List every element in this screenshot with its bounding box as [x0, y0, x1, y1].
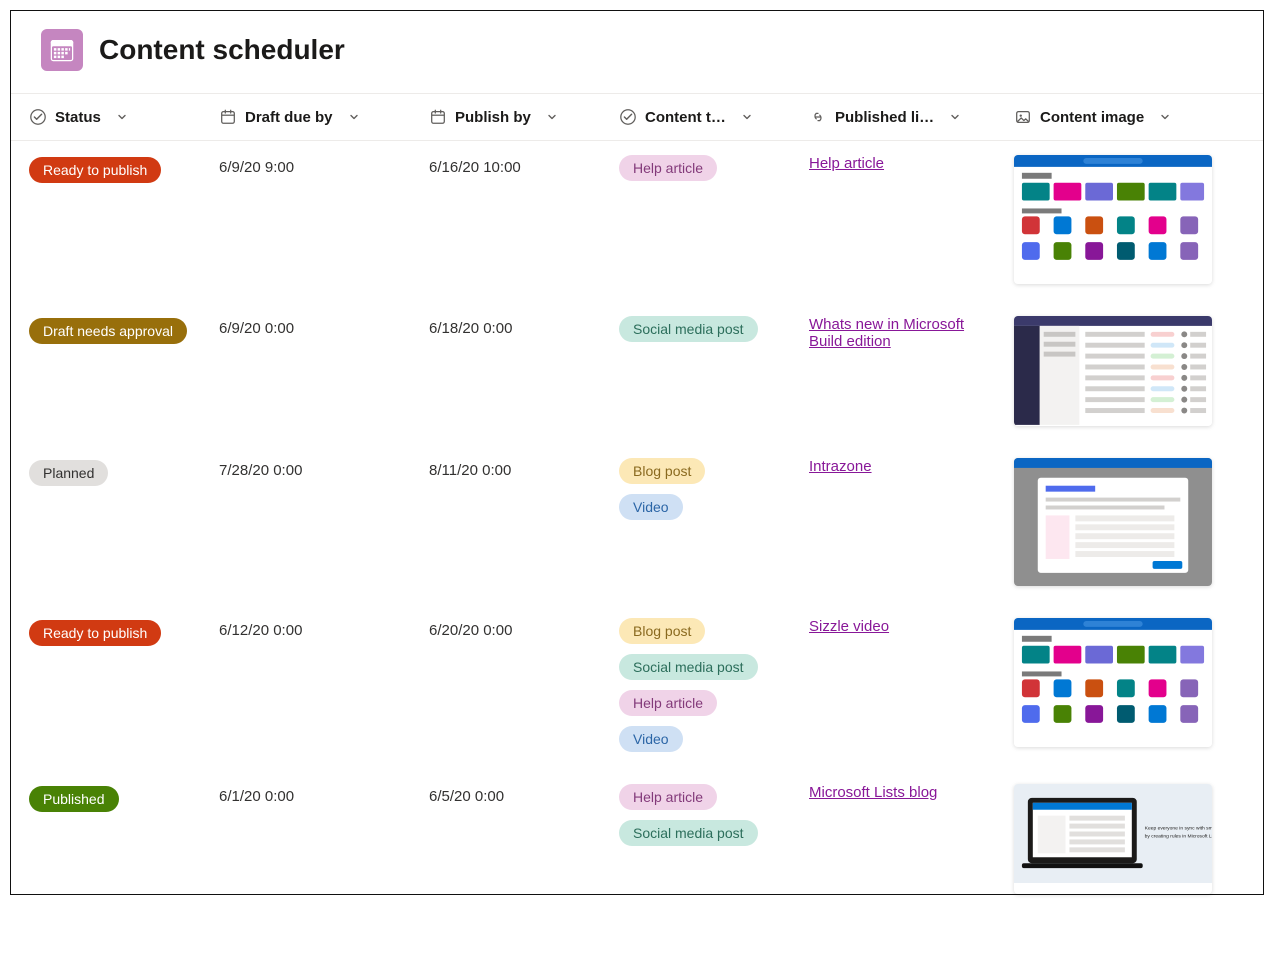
cell-content-image: [1006, 316, 1253, 426]
column-header-status[interactable]: Status: [21, 94, 211, 140]
content-type-pill: Help article: [619, 155, 717, 181]
published-link[interactable]: Help article: [809, 155, 884, 172]
cell-content-type: Blog post Video: [611, 458, 801, 520]
svg-text:Keep everyone in sync with sma: Keep everyone in sync with smart alerts: [1145, 826, 1212, 832]
check-circle-icon: [619, 108, 637, 126]
column-label: Status: [55, 109, 101, 126]
chevron-down-icon: [543, 108, 561, 126]
content-thumbnail[interactable]: [1014, 155, 1212, 284]
cell-publish-by: 6/20/20 0:00: [421, 618, 611, 639]
published-link[interactable]: Microsoft Lists blog: [809, 784, 937, 801]
chevron-down-icon: [1156, 108, 1174, 126]
table-header-row: Status Draft due by Publish by Content t…: [11, 93, 1263, 141]
cell-published-link: Whats new in Microsoft Build edition: [801, 316, 1006, 350]
cell-draft-due: 6/9/20 9:00: [211, 155, 421, 176]
calendar-icon: [429, 108, 447, 126]
content-type-pill: Video: [619, 494, 683, 520]
cell-published-link: Sizzle video: [801, 618, 1006, 635]
cell-content-type: Social media post: [611, 316, 801, 342]
calendar-app-icon: [41, 29, 83, 71]
cell-content-image: Keep everyone in sync with smart alerts …: [1006, 784, 1253, 894]
page-header: Content scheduler: [11, 11, 1263, 93]
cell-published-link: Microsoft Lists blog: [801, 784, 1006, 801]
status-pill: Planned: [29, 460, 108, 486]
published-link[interactable]: Whats new in Microsoft Build edition: [809, 316, 964, 350]
content-scheduler-frame: Content scheduler Status Draft due by Pu…: [10, 10, 1264, 895]
column-header-link[interactable]: Published li…: [801, 94, 1006, 140]
content-thumbnail[interactable]: [1014, 316, 1212, 426]
column-label: Draft due by: [245, 109, 333, 126]
cell-status: Draft needs approval: [21, 316, 211, 347]
status-pill: Ready to publish: [29, 157, 161, 183]
table-body: Ready to publish 6/9/20 9:006/16/20 10:0…: [11, 141, 1263, 894]
cell-draft-due: 6/9/20 0:00: [211, 316, 421, 337]
cell-content-type: Help article Social media post: [611, 784, 801, 846]
column-label: Content image: [1040, 109, 1144, 126]
calendar-icon: [219, 108, 237, 126]
column-header-publish[interactable]: Publish by: [421, 94, 611, 140]
cell-status: Ready to publish: [21, 155, 211, 186]
link-icon: [809, 108, 827, 126]
page-title: Content scheduler: [99, 34, 345, 66]
cell-draft-due: 6/12/20 0:00: [211, 618, 421, 639]
column-header-type[interactable]: Content t…: [611, 94, 801, 140]
table-row[interactable]: Ready to publish 6/9/20 9:006/16/20 10:0…: [11, 141, 1263, 302]
table-row[interactable]: Published 6/1/20 0:006/5/20 0:00Help art…: [11, 770, 1263, 894]
cell-content-type: Help article: [611, 155, 801, 181]
status-pill: Draft needs approval: [29, 318, 187, 344]
table-row[interactable]: Ready to publish 6/12/20 0:006/20/20 0:0…: [11, 604, 1263, 770]
content-type-pill: Social media post: [619, 820, 758, 846]
cell-publish-by: 6/16/20 10:00: [421, 155, 611, 176]
image-icon: [1014, 108, 1032, 126]
cell-draft-due: 7/28/20 0:00: [211, 458, 421, 479]
status-pill: Published: [29, 786, 119, 812]
published-link[interactable]: Sizzle video: [809, 618, 889, 635]
chevron-down-icon: [738, 108, 756, 126]
cell-publish-by: 6/18/20 0:00: [421, 316, 611, 337]
cell-draft-due: 6/1/20 0:00: [211, 784, 421, 805]
content-type-pill: Social media post: [619, 654, 758, 680]
cell-published-link: Help article: [801, 155, 1006, 172]
svg-text:by creating rules in Microsoft: by creating rules in Microsoft Lists: [1145, 834, 1212, 840]
content-thumbnail[interactable]: Keep everyone in sync with smart alerts …: [1014, 784, 1212, 894]
chevron-down-icon: [345, 108, 363, 126]
content-type-pill: Help article: [619, 690, 717, 716]
table-row[interactable]: Draft needs approval 6/9/20 0:006/18/20 …: [11, 302, 1263, 444]
chevron-down-icon: [946, 108, 964, 126]
cell-status: Ready to publish: [21, 618, 211, 649]
content-type-pill: Video: [619, 726, 683, 752]
status-pill: Ready to publish: [29, 620, 161, 646]
cell-content-image: [1006, 155, 1253, 284]
cell-publish-by: 8/11/20 0:00: [421, 458, 611, 479]
check-circle-icon: [29, 108, 47, 126]
content-type-pill: Blog post: [619, 458, 705, 484]
content-type-pill: Blog post: [619, 618, 705, 644]
cell-content-image: [1006, 458, 1253, 587]
content-thumbnail[interactable]: [1014, 458, 1212, 587]
cell-status: Planned: [21, 458, 211, 489]
table-row[interactable]: Planned 7/28/20 0:008/11/20 0:00Blog pos…: [11, 444, 1263, 605]
chevron-down-icon: [113, 108, 131, 126]
published-link[interactable]: Intrazone: [809, 458, 872, 475]
cell-content-type: Blog post Social media post Help article Vi…: [611, 618, 801, 752]
cell-published-link: Intrazone: [801, 458, 1006, 475]
content-thumbnail[interactable]: [1014, 618, 1212, 747]
column-label: Published li…: [835, 109, 934, 126]
column-header-image[interactable]: Content image: [1006, 94, 1253, 140]
column-header-draft[interactable]: Draft due by: [211, 94, 421, 140]
content-type-pill: Social media post: [619, 316, 758, 342]
cell-status: Published: [21, 784, 211, 815]
cell-publish-by: 6/5/20 0:00: [421, 784, 611, 805]
content-type-pill: Help article: [619, 784, 717, 810]
cell-content-image: [1006, 618, 1253, 747]
content-table: Status Draft due by Publish by Content t…: [11, 93, 1263, 894]
column-label: Content t…: [645, 109, 726, 126]
column-label: Publish by: [455, 109, 531, 126]
